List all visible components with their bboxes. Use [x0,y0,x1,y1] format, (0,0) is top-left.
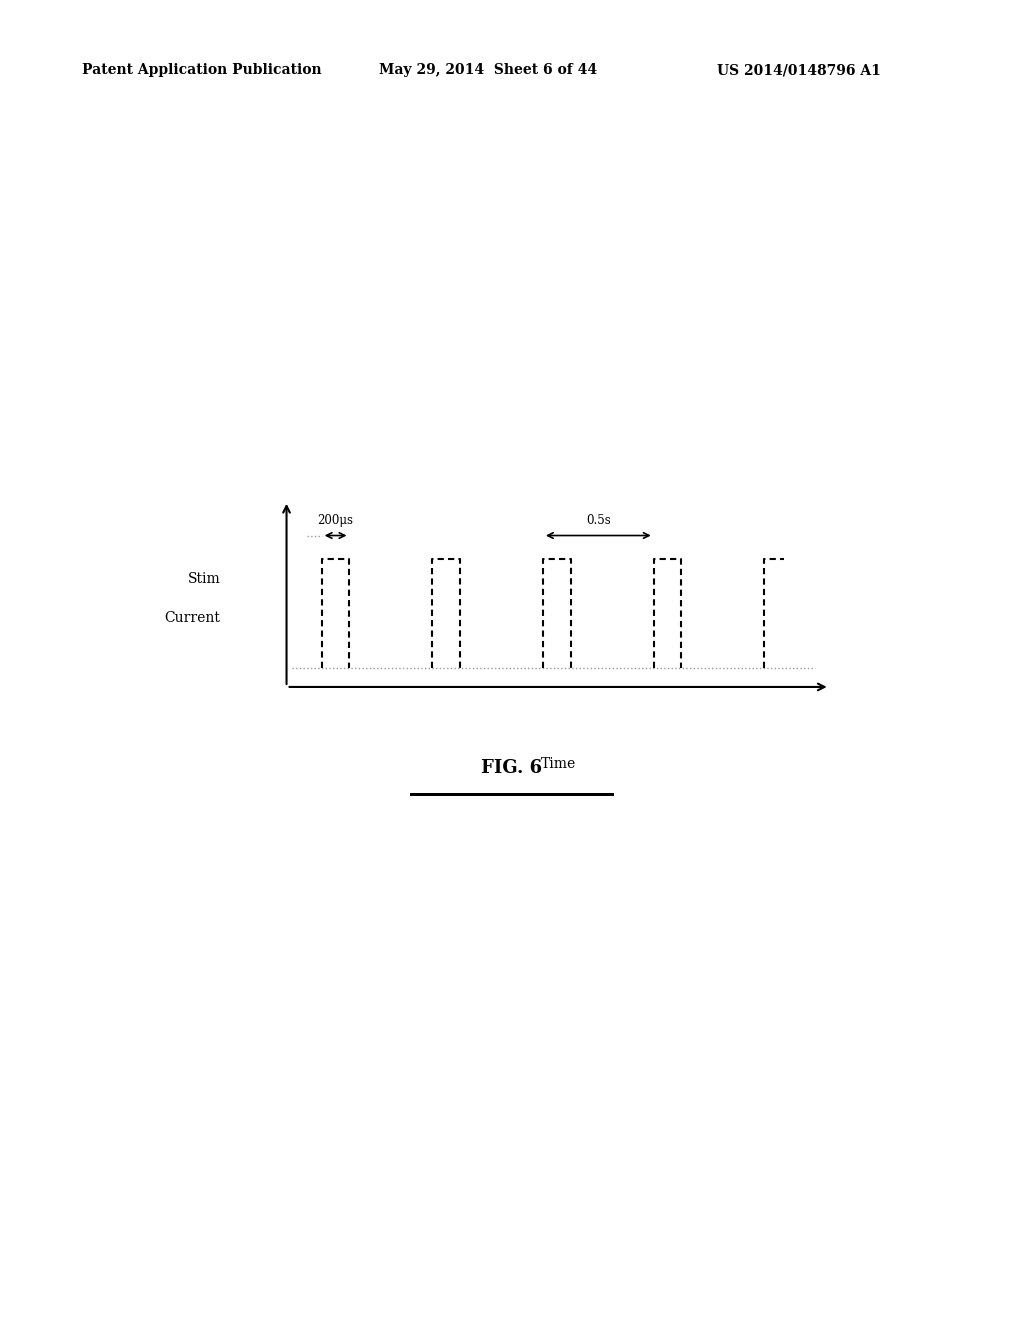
Text: Patent Application Publication: Patent Application Publication [82,63,322,78]
Text: Time: Time [541,758,575,771]
Text: Stim: Stim [187,572,220,586]
Text: May 29, 2014  Sheet 6 of 44: May 29, 2014 Sheet 6 of 44 [379,63,597,78]
Text: Current: Current [164,611,220,626]
Text: US 2014/0148796 A1: US 2014/0148796 A1 [717,63,881,78]
Text: 200μs: 200μs [317,513,353,527]
Text: 0.5s: 0.5s [586,513,610,527]
Text: FIG. 6: FIG. 6 [481,759,543,777]
